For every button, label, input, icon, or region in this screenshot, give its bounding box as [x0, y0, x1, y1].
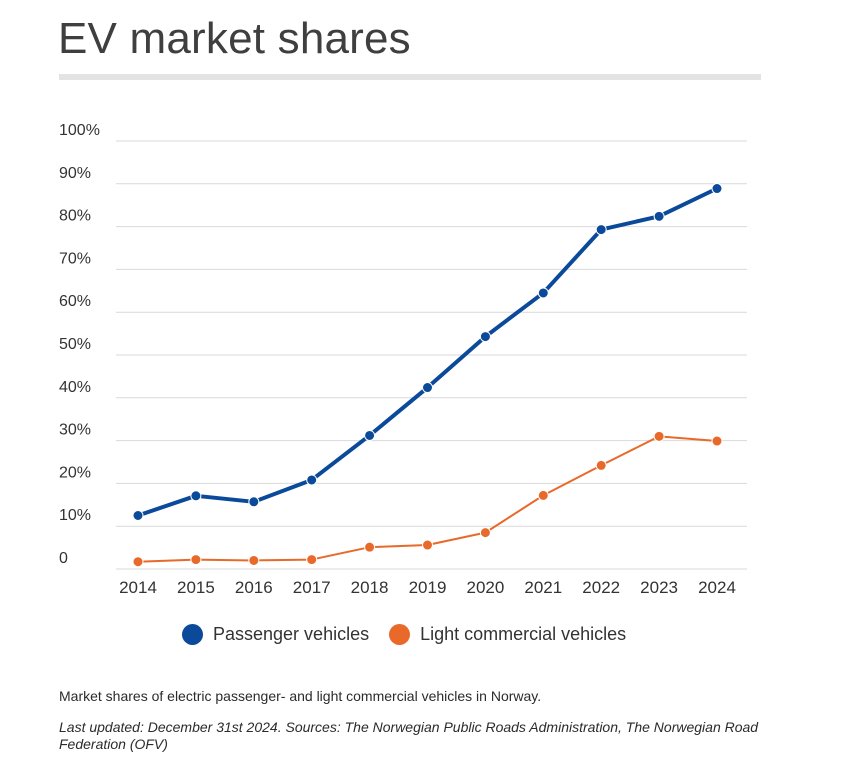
- line-chart: 0 10% 20% 30% 40% 50% 60% 70% 80% 90% 100% 2014 2015…: [59, 122, 747, 597]
- y-tick-label: 0: [59, 550, 68, 567]
- legend-label-passenger: Passenger vehicles: [213, 624, 370, 644]
- data-point-passenger: [711, 183, 723, 195]
- data-point-light-commercial: [537, 489, 549, 501]
- data-point-passenger: [595, 224, 607, 236]
- x-tick-label: 2024: [698, 578, 736, 597]
- y-tick-label: 10%: [59, 507, 91, 524]
- data-point-light-commercial: [364, 541, 376, 553]
- y-tick-label: 70%: [59, 250, 91, 267]
- data-point-light-commercial: [190, 554, 202, 566]
- y-tick-label: 90%: [59, 165, 91, 182]
- x-tick-label: 2017: [293, 578, 331, 597]
- x-tick-label: 2019: [409, 578, 447, 597]
- data-point-light-commercial: [306, 554, 318, 566]
- x-tick-label: 2023: [640, 578, 678, 597]
- data-point-passenger: [479, 331, 491, 343]
- legend-marker-light-commercial: [389, 624, 411, 645]
- data-point-passenger: [364, 429, 376, 441]
- y-tick-label: 100%: [59, 122, 100, 139]
- data-point-passenger: [422, 382, 433, 394]
- data-point-light-commercial: [132, 556, 144, 568]
- legend-marker-passenger: [182, 624, 203, 645]
- y-tick-label: 50%: [59, 336, 91, 353]
- y-tick-label: 80%: [59, 208, 91, 225]
- chart-caption: Market shares of electric passenger- and…: [59, 688, 542, 704]
- x-tick-label: 2021: [524, 578, 562, 597]
- x-tick-label: 2020: [466, 578, 504, 597]
- x-tick-label: 2015: [177, 578, 215, 597]
- data-point-light-commercial: [422, 539, 433, 551]
- data-point-light-commercial: [248, 554, 260, 566]
- x-tick-label: 2016: [235, 578, 273, 597]
- y-tick-label: 30%: [59, 422, 91, 439]
- data-point-light-commercial: [653, 430, 665, 442]
- data-point-passenger: [653, 210, 665, 222]
- legend-label-light-commercial: Light commercial vehicles: [420, 624, 627, 644]
- x-tick-label: 2022: [582, 578, 620, 597]
- series-line-passenger: [136, 186, 719, 518]
- data-point-passenger: [306, 474, 318, 486]
- legend: Passenger vehicles Light commercial vehi…: [182, 624, 646, 645]
- data-point-light-commercial: [711, 435, 723, 447]
- x-tick-label: 2018: [351, 578, 389, 597]
- data-point-light-commercial: [595, 459, 607, 471]
- chart-title: EV market shares: [58, 14, 411, 63]
- data-point-passenger: [190, 490, 202, 502]
- data-point-passenger: [537, 287, 549, 299]
- data-point-passenger: [132, 510, 144, 521]
- legend-item-light-commercial[interactable]: Light commercial vehicles: [389, 624, 626, 645]
- data-point-passenger: [248, 496, 260, 508]
- x-tick-label: 2014: [119, 578, 157, 597]
- chart-source-note: Last updated: December 31st 2024. Source…: [59, 719, 759, 752]
- y-tick-label: 60%: [59, 293, 91, 310]
- title-underline: [59, 74, 761, 80]
- y-tick-label: 40%: [59, 379, 91, 396]
- data-point-light-commercial: [479, 527, 491, 539]
- legend-item-passenger[interactable]: Passenger vehicles: [182, 624, 369, 645]
- y-tick-label: 20%: [59, 464, 91, 481]
